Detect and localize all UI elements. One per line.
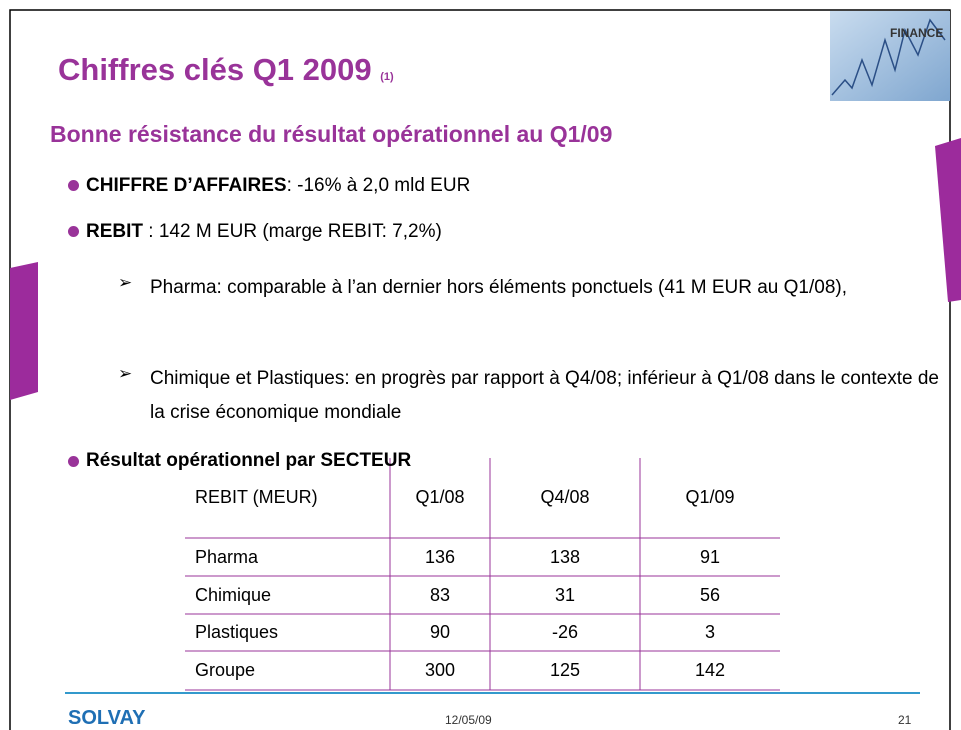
table-cell: 83 [390, 576, 490, 614]
subtitle: Bonne résistance du résultat opérationne… [50, 121, 612, 148]
sub-bullet: Chimique et Plastiques: en progrès par r… [150, 362, 940, 430]
bullet-dot [68, 226, 79, 237]
title-text: Chiffres clés Q1 2009 [58, 52, 372, 87]
table-cell: Chimique [195, 576, 385, 614]
badge: FINANCE [890, 26, 943, 40]
table-cell: Pharma [195, 538, 385, 576]
table-cell: Q1/08 [390, 478, 490, 516]
bullet-text: REBIT [86, 221, 143, 242]
table-cell: Q4/08 [490, 478, 640, 516]
table-cell: 300 [390, 651, 490, 690]
page-number: 21 [898, 713, 911, 727]
arrow: ➢ [118, 364, 132, 384]
table-cell: Plastiques [195, 614, 385, 651]
bullet-text: CHIFFRE D’AFFAIRES [86, 175, 287, 196]
table-cell: 142 [640, 651, 780, 690]
bullet: REBIT : 142 M EUR (marge REBIT: 7,2%) [86, 221, 442, 243]
table-cell: 138 [490, 538, 640, 576]
table-cell: 31 [490, 576, 640, 614]
title-note: (1) [380, 71, 393, 83]
slide: FINANCE Chiffres clés Q1 2009 (1) Bonne … [0, 0, 961, 730]
table-cell: 3 [640, 614, 780, 651]
sub-bullet: Pharma: comparable à l’an dernier hors é… [150, 271, 940, 305]
table-heading: Résultat opérationnel par SECTEUR [86, 450, 411, 472]
table-cell: 125 [490, 651, 640, 690]
left-accent [10, 262, 38, 400]
date: 12/05/09 [445, 713, 492, 727]
bullet-dot [68, 180, 79, 191]
logo: SOLVAY [68, 707, 145, 730]
table-cell: 136 [390, 538, 490, 576]
bullet-dot [68, 456, 79, 467]
title: Chiffres clés Q1 2009 (1) [58, 52, 394, 88]
table-cell: 90 [390, 614, 490, 651]
table-cell: 56 [640, 576, 780, 614]
table-cell: REBIT (MEUR) [195, 478, 385, 516]
table-cell: 91 [640, 538, 780, 576]
bullet-text: : -16% à 2,0 mld EUR [287, 175, 471, 196]
table-cell: -26 [490, 614, 640, 651]
bullet-text: : 142 M EUR (marge REBIT: 7,2%) [143, 221, 442, 242]
bullet: CHIFFRE D’AFFAIRES: -16% à 2,0 mld EUR [86, 175, 470, 197]
arrow: ➢ [118, 273, 132, 293]
table-cell: Groupe [195, 651, 385, 690]
table-cell: Q1/09 [640, 478, 780, 516]
